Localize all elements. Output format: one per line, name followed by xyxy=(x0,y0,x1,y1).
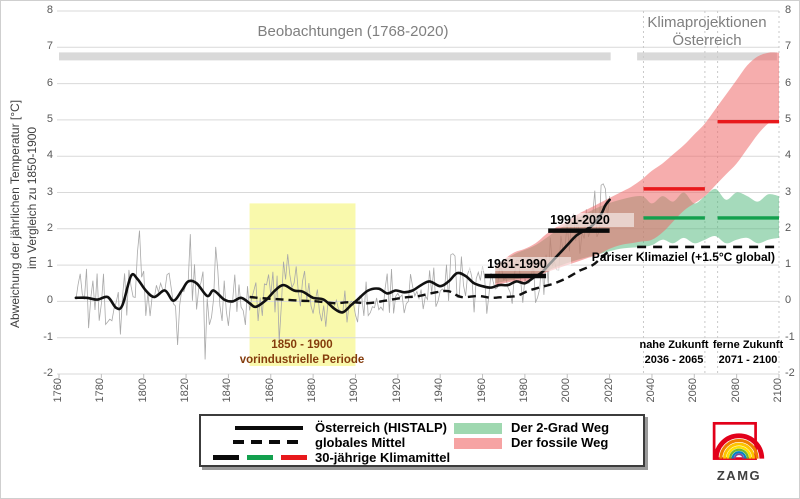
legend-label-austria: Österreich (HISTALP) xyxy=(315,420,447,435)
x-tick-label: 2100 xyxy=(772,378,784,403)
x-tick-label: 1760 xyxy=(52,378,64,403)
y-tick-label-left: 0 xyxy=(46,294,53,307)
zamg-logo: ZAMG xyxy=(703,421,775,483)
y-tick-label-right: -1 xyxy=(785,330,795,343)
y-tick-label-right: 2 xyxy=(785,221,792,234)
legend-mean-green xyxy=(247,455,273,460)
y-tick-label-right: 6 xyxy=(785,76,792,89)
y-tick-label-left: -1 xyxy=(43,330,53,343)
y-tick-label-left: 2 xyxy=(46,221,53,234)
x-tick-label: 2020 xyxy=(602,378,615,403)
reference-bar xyxy=(59,52,611,61)
far-future-years: 2071 - 2100 xyxy=(718,353,778,366)
projections-title: Klimaprojektionen Österreich xyxy=(622,14,792,50)
legend-swatch-austria-line xyxy=(235,426,303,430)
legend-mean-black xyxy=(213,455,239,460)
y-tick-label-left: 3 xyxy=(46,185,53,198)
y-tick-label-left: 7 xyxy=(46,40,53,53)
far-future-label: ferne Zukunft 2071 - 2100 xyxy=(693,338,799,367)
zamg-logo-graphic xyxy=(712,421,765,460)
y-tick-label-right: 4 xyxy=(785,149,792,162)
legend-label-global: globales Mittel xyxy=(315,435,406,450)
period-label-1961-1990: 1961-1990 xyxy=(463,257,571,271)
observations-title: Beobachtungen (1768-2020) xyxy=(257,23,449,40)
x-tick-label: 1780 xyxy=(94,378,107,403)
austria-smooth-line xyxy=(74,198,611,314)
near-future-caption: nahe Zukunft xyxy=(639,339,709,351)
y-tick-label-left: 5 xyxy=(46,112,53,125)
legend-swatch-two-degree-band xyxy=(454,423,502,434)
legend-swatch-fossil-band xyxy=(454,438,502,449)
y-tick-label-left: 1 xyxy=(46,258,53,271)
x-tick-label: 2000 xyxy=(560,378,573,403)
legend-box: Österreich (HISTALP) globales Mittel 30-… xyxy=(199,414,645,467)
y-tick-label-left: -2 xyxy=(43,367,53,379)
period-label-1991-2020: 1991-2020 xyxy=(526,213,634,227)
y-axis-title-line1: Abweichung der jährlichen Temperatur [°C… xyxy=(8,99,22,328)
legend-swatch-global-dashed-line xyxy=(233,440,305,444)
x-tick-label: 1920 xyxy=(390,378,403,403)
zamg-logo-rainbow xyxy=(713,433,765,459)
y-tick-label-left: 6 xyxy=(46,76,53,89)
projections-title-line1: Klimaprojektionen xyxy=(647,14,767,31)
preindustrial-label: 1850 - 1900 vorindustrielle Periode xyxy=(232,338,372,368)
legend-swatch-climate-means xyxy=(213,455,309,460)
legend-mean-red xyxy=(281,455,307,460)
x-tick-label: 1840 xyxy=(221,378,234,403)
y-tick-label-left: 8 xyxy=(46,4,53,16)
legend-label-means: 30-jährige Klimamittel xyxy=(315,450,451,465)
x-tick-label: 1880 xyxy=(306,378,319,403)
legend-label-two-degree: Der 2-Grad Weg xyxy=(511,420,610,435)
projections-title-line2: Österreich xyxy=(672,32,742,49)
x-tick-label: 1960 xyxy=(475,378,488,403)
preindustrial-caption: vorindustrielle Periode xyxy=(239,354,365,366)
x-tick-label: 1980 xyxy=(517,378,530,403)
y-tick-label-right: 5 xyxy=(785,112,792,125)
near-future-years: 2036 - 2065 xyxy=(644,353,704,366)
legend-label-fossil: Der fossile Weg xyxy=(511,435,609,450)
x-tick-label: 1940 xyxy=(433,378,446,403)
y-tick-label-right: 3 xyxy=(785,185,792,198)
y-tick-label-right: -2 xyxy=(785,367,795,379)
paris-target-label: Pariser Klimaziel (+1.5°C global) xyxy=(591,250,775,264)
y-tick-label-right: 8 xyxy=(785,4,792,16)
x-tick-label: 2040 xyxy=(644,378,657,403)
near-future-label: nahe Zukunft 2036 - 2065 xyxy=(619,338,729,367)
y-tick-label-right: 0 xyxy=(785,294,792,307)
x-tick-label: 2080 xyxy=(729,378,742,403)
far-future-caption: ferne Zukunft xyxy=(712,339,784,351)
y-tick-label-right: 7 xyxy=(785,40,792,53)
reference-bar xyxy=(637,52,777,61)
zamg-logo-text: ZAMG xyxy=(716,468,762,483)
global-mean-line xyxy=(249,249,611,305)
x-tick-label: 1900 xyxy=(348,378,361,403)
y-tick-label-left: 4 xyxy=(46,149,53,162)
x-tick-label: 1800 xyxy=(136,378,149,403)
x-tick-label: 2060 xyxy=(687,378,700,403)
y-tick-label-right: 1 xyxy=(785,258,792,271)
x-tick-label: 1820 xyxy=(179,378,192,403)
preindustrial-years: 1850 - 1900 xyxy=(271,339,333,351)
x-tick-label: 1860 xyxy=(263,378,276,403)
